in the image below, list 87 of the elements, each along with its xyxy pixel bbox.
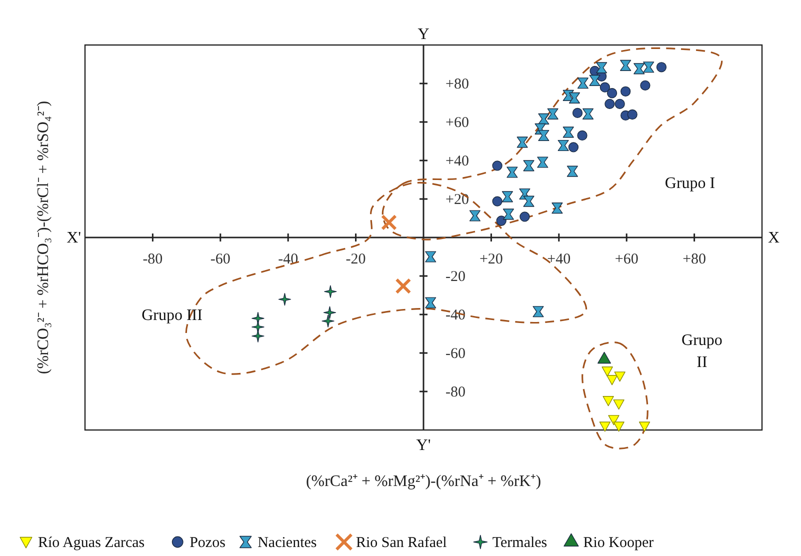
point xyxy=(558,140,569,152)
point xyxy=(608,415,620,426)
point xyxy=(552,202,563,214)
point xyxy=(638,422,650,432)
legend-label: Rio Kooper xyxy=(583,535,654,551)
text: X' xyxy=(66,230,82,246)
point xyxy=(599,422,611,432)
point xyxy=(322,314,334,328)
point xyxy=(596,62,608,74)
y-tick-label: -20 xyxy=(446,269,466,285)
x-tick-label: +40 xyxy=(547,252,571,268)
point xyxy=(604,98,615,109)
legend-label: Pozos xyxy=(190,535,226,551)
point xyxy=(395,278,412,294)
point xyxy=(492,160,502,171)
y-tick-label: +40 xyxy=(446,154,469,170)
legend-label: Rio San Rafael xyxy=(356,535,447,551)
y-axis-title: (%rCO₃²⁻ + %rHCO₃⁻)-(%rCl⁻ + %rSO₄²⁻) xyxy=(35,100,52,374)
point xyxy=(523,160,534,172)
point xyxy=(469,210,480,222)
x-tick-label: -80 xyxy=(142,252,163,268)
text: Y' xyxy=(416,437,431,454)
point xyxy=(278,292,292,306)
point xyxy=(640,80,650,90)
point xyxy=(496,216,506,226)
point xyxy=(425,297,436,308)
point xyxy=(252,330,264,342)
y-tick-label: -60 xyxy=(446,346,466,362)
point xyxy=(613,399,624,410)
point xyxy=(634,63,645,74)
annotation: Grupo III xyxy=(142,307,202,324)
point xyxy=(323,306,336,319)
legend-label: Termales xyxy=(492,535,548,551)
point xyxy=(568,92,580,104)
point xyxy=(380,214,397,230)
x-tick-label: +80 xyxy=(682,252,706,268)
point xyxy=(523,196,534,207)
point xyxy=(606,375,618,386)
point xyxy=(614,372,626,382)
point xyxy=(516,136,528,148)
point xyxy=(643,62,654,73)
point xyxy=(577,78,588,89)
x-tick-label: +60 xyxy=(614,252,638,268)
annotation: Grupo II xyxy=(682,332,722,371)
point xyxy=(537,156,548,168)
point xyxy=(620,86,631,96)
annotation: Grupo I xyxy=(664,175,716,192)
point xyxy=(566,166,578,177)
point xyxy=(547,108,558,120)
x-axis-title: (%rCa²⁺ + %rMg²⁺)-(%rNa⁺ + %rK⁺) xyxy=(306,473,542,490)
point xyxy=(425,251,436,262)
x-tick-label: +20 xyxy=(479,252,503,268)
point xyxy=(572,108,583,118)
point xyxy=(562,126,574,138)
legend-label: Río Aguas Zarcas xyxy=(38,535,145,551)
point xyxy=(568,142,579,152)
point xyxy=(602,396,614,406)
point xyxy=(600,82,610,92)
point xyxy=(506,166,518,178)
point xyxy=(252,320,264,334)
point xyxy=(520,212,530,222)
point xyxy=(614,98,625,109)
y-tick-label: -80 xyxy=(446,384,466,400)
point xyxy=(620,60,632,71)
point xyxy=(538,113,550,124)
x-tick-label: -20 xyxy=(346,252,366,268)
point xyxy=(627,109,638,120)
point xyxy=(656,62,667,72)
point xyxy=(606,88,618,98)
point xyxy=(613,422,624,432)
y-tick-label: +80 xyxy=(446,76,469,92)
y-tick-label: +20 xyxy=(446,192,469,208)
point xyxy=(538,130,550,142)
point xyxy=(502,191,513,202)
legend-label: Nacientes xyxy=(258,535,317,551)
text: Y xyxy=(418,26,430,43)
point xyxy=(502,208,514,220)
point xyxy=(589,74,600,86)
text: X xyxy=(768,230,780,246)
point xyxy=(602,366,613,377)
y-tick-label: +60 xyxy=(446,115,469,131)
x-tick-label: -60 xyxy=(210,252,230,268)
point xyxy=(532,306,544,318)
point xyxy=(324,285,337,298)
point xyxy=(492,196,502,206)
point xyxy=(577,130,588,141)
point xyxy=(582,108,594,120)
